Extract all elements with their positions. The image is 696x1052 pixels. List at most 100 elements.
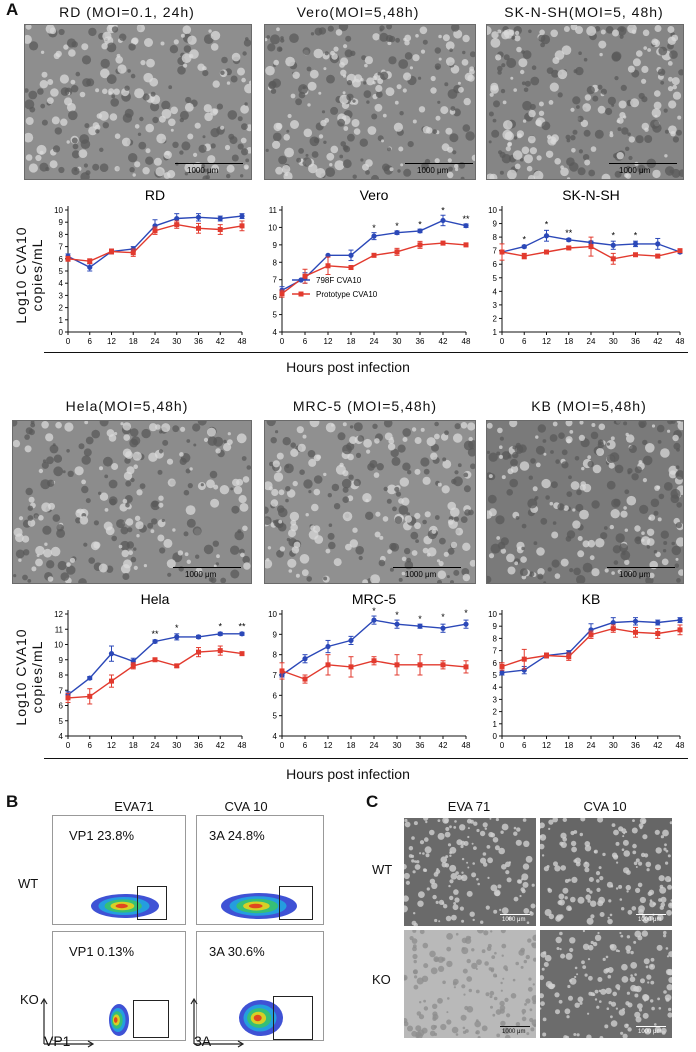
cell-texture [318,134,324,139]
cell-texture [648,572,655,579]
cell-texture [78,149,88,158]
cell-texture [560,558,569,567]
cell-texture [672,84,677,90]
cell-texture [122,573,130,580]
cell-texture [99,147,104,152]
cell-texture [509,478,518,488]
cell-texture [81,455,91,465]
chart-title: SK-N-SH [562,187,620,203]
cell-texture [467,827,470,830]
cell-texture [305,513,309,517]
y-tick-label: 7 [493,647,498,656]
cell-texture [374,531,381,538]
cell-texture [46,560,55,569]
cell-texture [587,539,596,548]
cell-texture [118,544,123,549]
cell-texture [79,91,86,98]
cell-texture [598,866,602,870]
cell-texture [513,88,517,92]
cell-texture [633,861,638,866]
cell-texture [595,538,605,548]
cell-texture [447,89,458,99]
cell-texture [158,449,164,454]
cell-texture [71,150,81,159]
cell-texture [92,122,100,129]
cell-texture [181,141,191,151]
cell-texture [626,495,637,506]
cell-texture [177,550,184,556]
cell-texture [510,76,514,80]
y-tick-label: 11 [269,206,278,215]
cell-texture [461,937,468,944]
cell-texture [644,135,653,143]
data-point [371,617,377,623]
cell-texture [387,41,392,46]
x-tick-label: 0 [500,741,505,750]
cell-texture [489,92,494,97]
cell-texture [672,91,682,100]
cell-texture [469,51,475,58]
cell-texture [156,133,167,144]
cell-texture [227,110,238,120]
cell-texture [637,1003,643,1009]
cell-texture [615,887,619,890]
cell-texture [547,136,557,146]
cell-texture [416,860,420,864]
y-tick-label: 9 [273,630,278,639]
cell-texture [530,1027,535,1032]
data-point [152,657,158,663]
cell-texture [447,158,452,163]
cell-texture [216,554,220,559]
cell-texture [642,914,646,918]
cell-texture [13,421,18,427]
y-tick-label: 7 [273,276,278,285]
cell-texture [241,77,246,83]
cell-texture [351,119,360,127]
data-point [302,656,308,662]
cell-texture [213,484,219,490]
cell-texture [644,1028,651,1035]
cell-texture [506,489,513,496]
cell-texture [80,139,91,149]
cell-texture [599,912,605,917]
cell-texture [667,61,673,66]
cell-texture [657,914,664,921]
data-point [130,250,136,256]
cell-texture [609,944,617,951]
cell-texture [445,127,453,135]
cell-texture [606,1007,610,1010]
cell-texture [132,173,136,177]
cell-texture [642,439,648,446]
cell-texture [532,1000,536,1005]
cell-texture [606,480,616,490]
cell-texture [117,64,127,74]
cell-texture [115,56,123,64]
y-axis-label-line1: Log10 CVA10 [13,226,29,324]
cell-texture [122,498,128,504]
flow-gate-value: 3A 30.6% [209,944,265,959]
cell-texture [515,1022,521,1027]
cell-texture [404,863,407,870]
cell-texture [543,866,549,872]
cell-texture [472,862,475,865]
cell-texture [521,889,526,894]
cell-texture [230,545,240,555]
data-point [109,678,114,684]
x-axis-label-bottom: Hours post infection [286,766,410,782]
micrograph-vero: 1000 μm [264,24,476,180]
data-point [325,662,331,668]
cell-texture [528,475,533,480]
cell-texture [453,29,463,39]
data-point [196,649,201,655]
cell-texture [13,574,17,578]
cell-texture [532,934,536,941]
cell-texture [372,81,376,85]
cell-texture [658,493,665,500]
data-point [633,629,638,635]
cell-texture [650,498,660,508]
cell-texture [540,993,544,999]
data-point [544,652,549,658]
cell-texture [232,478,240,487]
cell-texture [434,918,438,923]
cell-texture [540,843,545,850]
